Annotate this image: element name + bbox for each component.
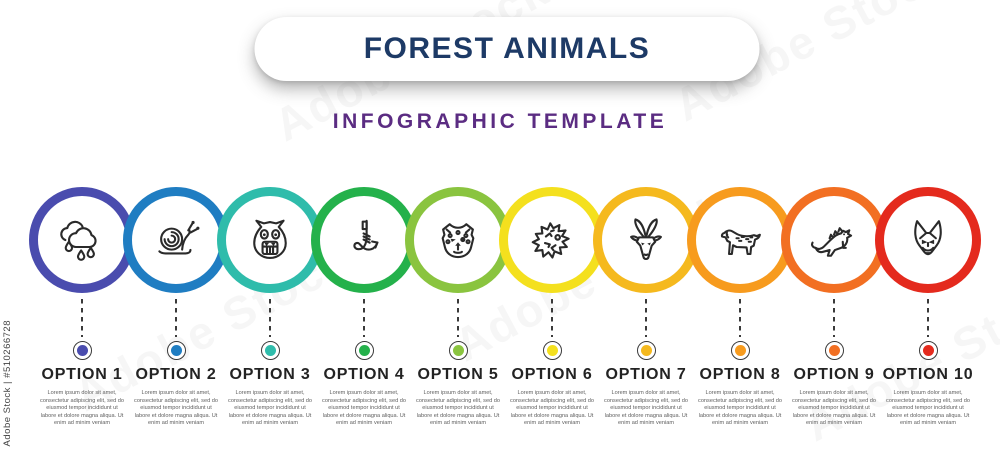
option-description: Lorem ipsum dolor sit amet, consectetur …	[322, 390, 406, 427]
option-description: Lorem ipsum dolor sit amet, consectetur …	[134, 390, 218, 427]
option-ring[interactable]	[593, 187, 699, 293]
marker-dot[interactable]	[730, 341, 750, 360]
hook-tail-icon	[353, 219, 379, 251]
option-column-3[interactable]: OPTION 3 Lorem ipsum dolor sit amet, con…	[217, 187, 323, 428]
connector-line	[551, 299, 553, 337]
marker-dot[interactable]	[448, 341, 468, 360]
wolverine-icon	[914, 220, 942, 256]
option-ring[interactable]	[217, 187, 323, 293]
option-ring[interactable]	[29, 187, 135, 293]
option-ring[interactable]	[123, 187, 229, 293]
connector-line	[739, 299, 741, 337]
dalmatian-icon	[720, 229, 761, 256]
gazelle-icon	[630, 218, 662, 261]
option-column-5[interactable]: OPTION 5 Lorem ipsum dolor sit amet, con…	[405, 187, 511, 428]
option-description: Lorem ipsum dolor sit amet, consectetur …	[604, 390, 688, 427]
option-label: OPTION 3	[229, 366, 311, 383]
option-label: OPTION 4	[323, 366, 405, 383]
option-column-6[interactable]: OPTION 6 Lorem ipsum dolor sit amet, con…	[499, 187, 605, 428]
connector-line	[833, 299, 835, 337]
option-label: OPTION 2	[135, 366, 217, 383]
option-column-9[interactable]: OPTION 9 Lorem ipsum dolor sit amet, con…	[781, 187, 887, 428]
title-pill: FOREST ANIMALS	[254, 17, 760, 81]
connector-line	[927, 299, 929, 337]
option-ring[interactable]	[499, 187, 605, 293]
option-label: OPTION 10	[882, 366, 974, 383]
hedgehog-icon	[531, 222, 570, 259]
stock-credit: Adobe Stock | #510266728	[2, 319, 13, 446]
option-description: Lorem ipsum dolor sit amet, consectetur …	[416, 390, 500, 427]
connector-line	[363, 299, 365, 337]
option-label: OPTION 5	[417, 366, 499, 383]
option-description: Lorem ipsum dolor sit amet, consectetur …	[792, 390, 876, 427]
page-subtitle: INFOGRAPHIC TEMPLATE	[332, 110, 668, 133]
option-ring[interactable]	[687, 187, 793, 293]
option-ring[interactable]	[405, 187, 511, 293]
option-description: Lorem ipsum dolor sit amet, consectetur …	[698, 390, 782, 427]
page-title: FOREST ANIMALS	[363, 32, 651, 65]
connector-line	[81, 299, 83, 337]
option-column-10[interactable]: OPTION 10 Lorem ipsum dolor sit amet, co…	[875, 187, 981, 428]
option-description: Lorem ipsum dolor sit amet, consectetur …	[510, 390, 594, 427]
option-column-8[interactable]: OPTION 8 Lorem ipsum dolor sit amet, con…	[687, 187, 793, 428]
option-ring[interactable]	[781, 187, 887, 293]
snail-icon	[158, 220, 200, 255]
owl-icon	[253, 219, 287, 259]
marker-dot[interactable]	[918, 341, 938, 360]
marker-dot[interactable]	[542, 341, 562, 360]
option-ring[interactable]	[311, 187, 417, 293]
option-description: Lorem ipsum dolor sit amet, consectetur …	[886, 390, 970, 427]
option-ring[interactable]	[875, 187, 981, 293]
options-row: OPTION 1 Lorem ipsum dolor sit amet, con…	[29, 187, 981, 428]
jaguar-icon	[441, 223, 475, 259]
option-label: OPTION 7	[605, 366, 687, 383]
marker-dot[interactable]	[260, 341, 280, 360]
marker-dot[interactable]	[636, 341, 656, 360]
option-label: OPTION 8	[699, 366, 781, 383]
option-column-2[interactable]: OPTION 2 Lorem ipsum dolor sit amet, con…	[123, 187, 229, 428]
connector-line	[645, 299, 647, 337]
option-label: OPTION 1	[41, 366, 123, 383]
connector-line	[457, 299, 459, 337]
marker-dot[interactable]	[166, 341, 186, 360]
marker-dot[interactable]	[824, 341, 844, 360]
marker-dot[interactable]	[354, 341, 374, 360]
option-description: Lorem ipsum dolor sit amet, consectetur …	[228, 390, 312, 427]
marker-dot[interactable]	[72, 341, 92, 360]
option-column-7[interactable]: OPTION 7 Lorem ipsum dolor sit amet, con…	[593, 187, 699, 428]
option-column-1[interactable]: OPTION 1 Lorem ipsum dolor sit amet, con…	[29, 187, 135, 428]
option-label: OPTION 9	[793, 366, 875, 383]
connector-line	[269, 299, 271, 337]
rain-cloud-icon	[60, 220, 97, 261]
connector-line	[175, 299, 177, 337]
option-label: OPTION 6	[511, 366, 593, 383]
option-column-4[interactable]: OPTION 4 Lorem ipsum dolor sit amet, con…	[311, 187, 417, 428]
iguana-icon	[811, 227, 853, 257]
option-description: Lorem ipsum dolor sit amet, consectetur …	[40, 390, 124, 427]
